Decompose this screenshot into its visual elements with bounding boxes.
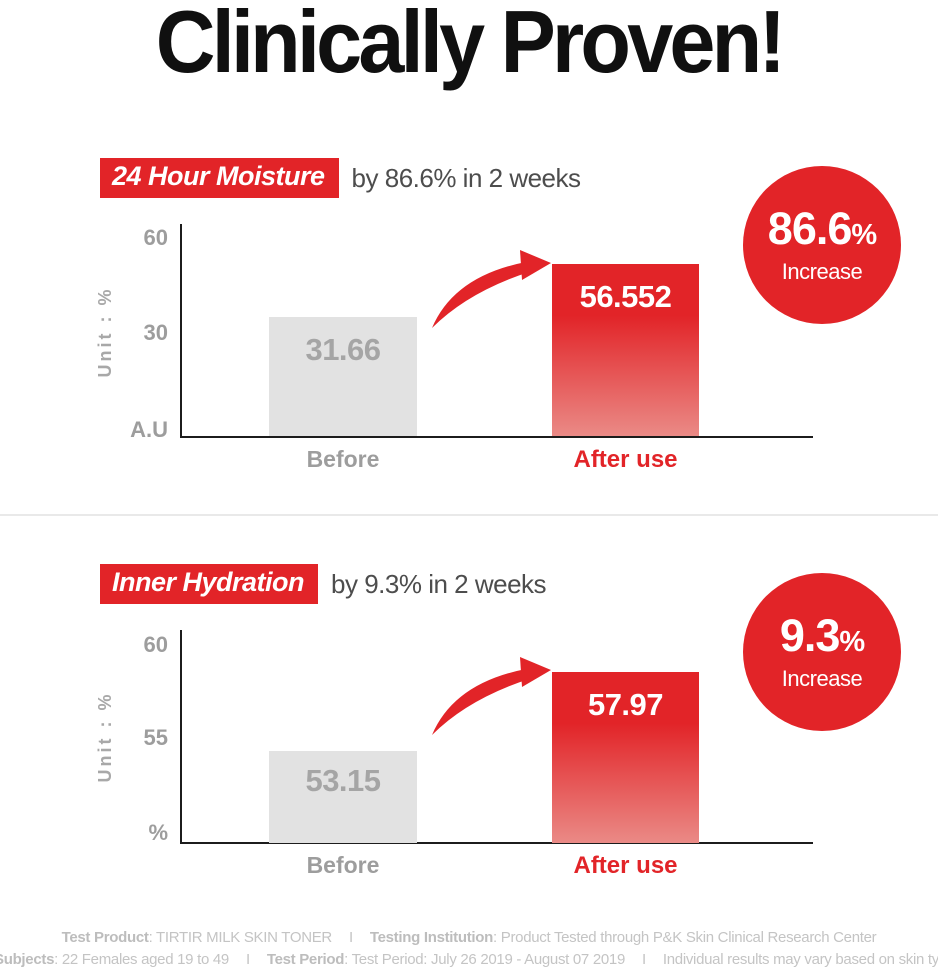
chart1-y-tick-au: A.U (130, 417, 168, 442)
chart1-y-tick-60: 60 (143, 225, 168, 250)
footer-disclaimer: Individual results may vary based on ski… (662, 951, 938, 968)
footer-subjects-label: Subjects (0, 951, 55, 968)
chart2-title-badge: Inner Hydration (100, 564, 319, 604)
chart1-header: 24 Hour Moisture by 86.6% in 2 weeks (100, 158, 581, 198)
chart2-y-tick-55: 55 (143, 725, 168, 750)
percent-sign: % (839, 625, 865, 658)
percent-sign: % (851, 218, 877, 251)
chart2-increase-label: Increase (781, 665, 863, 691)
footer-separator: I (245, 951, 250, 968)
footer-line-1: Test Product: TIRTIR MILK SKIN TONER I Tes… (0, 929, 938, 946)
chart1-increase-arrow-icon (432, 250, 551, 328)
chart1-increase-label: Increase (781, 258, 863, 284)
footer-testing-institution-label: Testing Institution (369, 929, 494, 946)
footer-testing-institution-value: : Product Tested through P&K Skin Clinic… (493, 929, 877, 946)
footer-separator: I (348, 929, 353, 946)
chart1-increase-badge: 86.6% Increase (743, 166, 901, 324)
chart2-increase-badge: 9.3% Increase (743, 573, 901, 731)
chart1-y-axis-line (180, 224, 182, 437)
chart2-y-tick-60: 60 (143, 632, 168, 657)
chart1-x-axis-line (180, 436, 813, 438)
chart2-x-label-before: Before (306, 852, 380, 878)
chart2-before-bar-value: 53.15 (305, 763, 381, 798)
chart2-after-bar: 57.97 (552, 672, 699, 843)
chart1-x-label-after: After use (573, 446, 678, 473)
chart1-increase-value: 86.6% (767, 202, 877, 254)
chart1-title-badge: 24 Hour Moisture (100, 158, 339, 198)
footer-separator: I (642, 951, 646, 968)
chart1-before-bar: 31.66 (269, 317, 417, 436)
chart2-x-axis-line (180, 842, 813, 844)
footer-test-period-label: Test Period (266, 951, 345, 968)
chart1-y-tick-30: 30 (143, 320, 168, 345)
page-title: Clinically Proven! (155, 0, 786, 91)
footer-test-product-label: Test Product (61, 929, 149, 946)
footer-test-period-value: : Test Period: July 26 2019 - August 07 … (344, 951, 625, 968)
chart2-before-bar: 53.15 (269, 751, 417, 843)
section-divider (0, 514, 938, 516)
chart1-x-label-before: Before (306, 446, 380, 472)
chart2-after-bar-value: 57.97 (587, 687, 664, 722)
footer-subjects-value: : 22 Females aged 19 to 49 (54, 951, 229, 968)
chart2-y-tick-pct: % (148, 820, 168, 845)
chart1-headline: by 86.6% in 2 weeks (351, 162, 581, 193)
chart2-x-label-after: After use (573, 852, 678, 879)
chart2-header: Inner Hydration by 9.3% in 2 weeks (100, 564, 547, 604)
chart2-headline: by 9.3% in 2 weeks (331, 568, 547, 599)
chart2-y-axis-line (180, 630, 182, 843)
chart1-after-bar-value: 56.552 (579, 279, 672, 314)
chart1-before-bar-value: 31.66 (305, 332, 381, 367)
chart2-increase-value: 9.3% (779, 609, 865, 661)
chart1-after-bar: 56.552 (552, 264, 699, 436)
footer-line-2: Subjects: 22 Females aged 19 to 49 I Test … (0, 951, 938, 968)
chart2-increase-arrow-icon (432, 657, 551, 735)
footer-test-product-value: : TIRTIR MILK SKIN TONER (148, 929, 333, 946)
